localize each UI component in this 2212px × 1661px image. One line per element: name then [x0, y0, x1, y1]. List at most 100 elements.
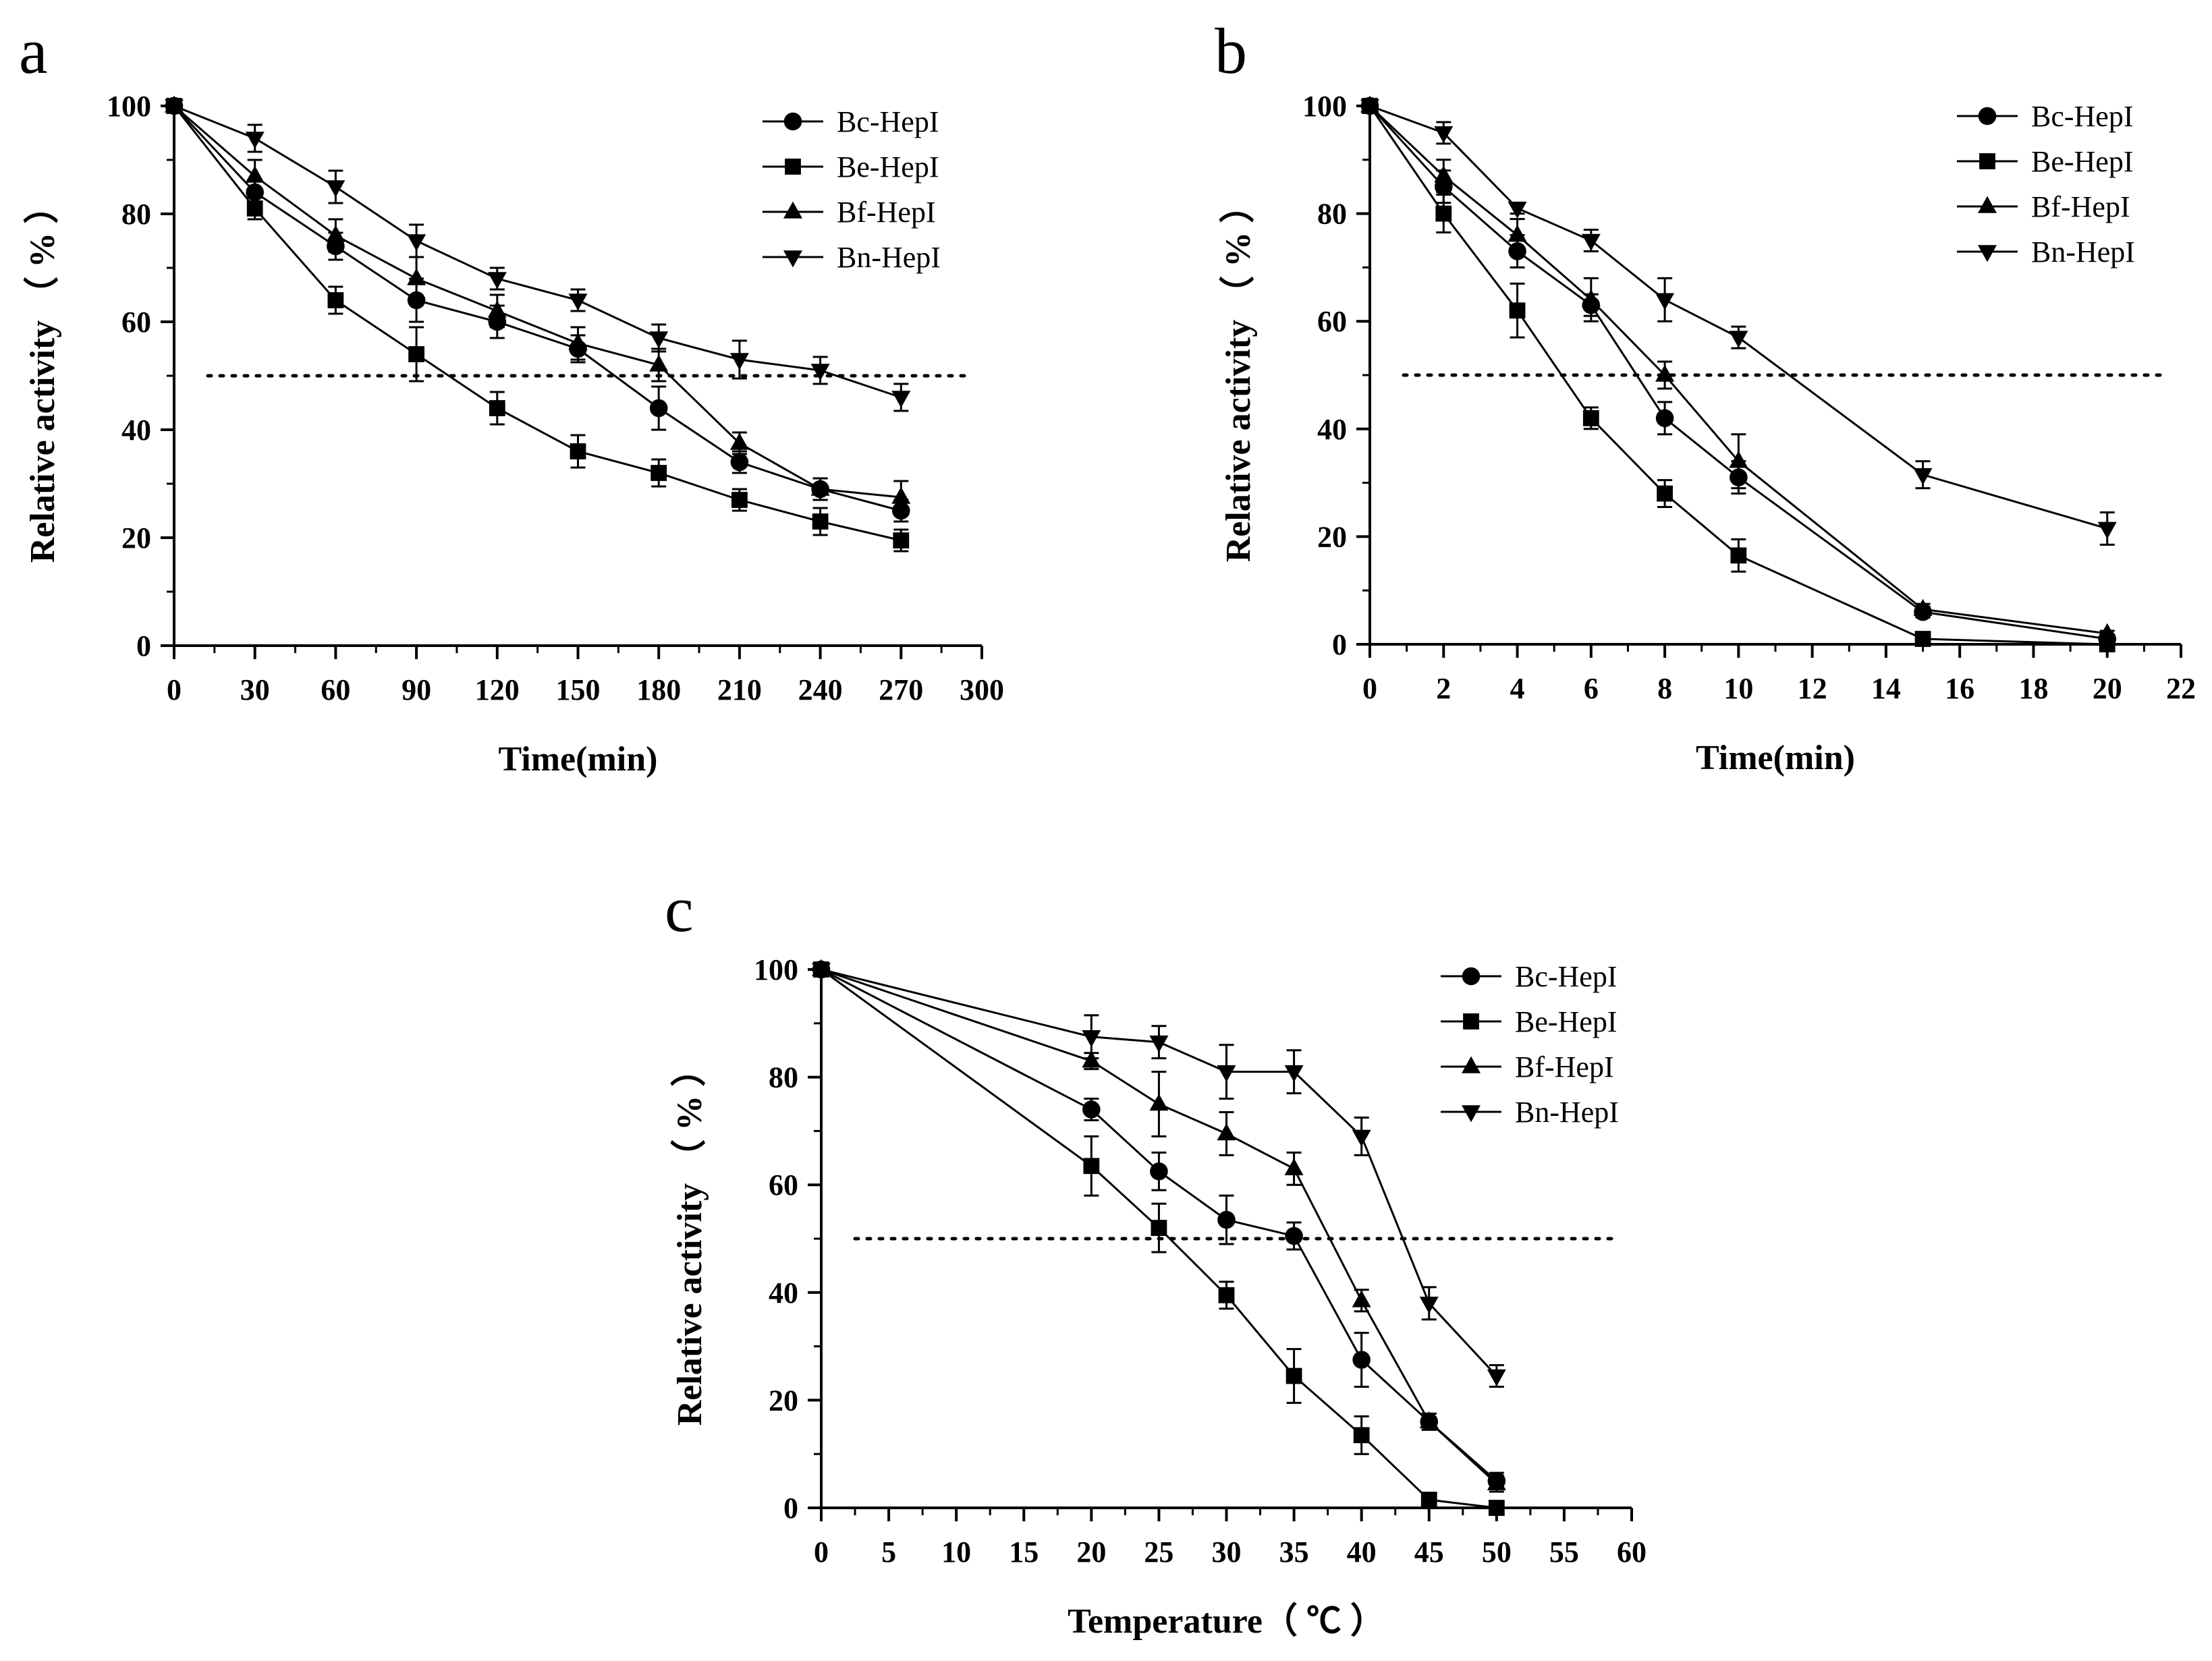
data-point [810, 478, 830, 496]
data-point [1730, 547, 1747, 564]
data-point [165, 99, 184, 117]
x-tick-label: 15 [1009, 1536, 1039, 1569]
data-point [729, 353, 749, 370]
series-Bn-HepI [812, 963, 1506, 1388]
data-point [649, 331, 669, 349]
y-axis-title: Relative activity （ % ） [23, 189, 62, 563]
series-Bf-HepI [165, 95, 911, 515]
x-tick-label: 0 [814, 1536, 829, 1569]
x-tick-label: 18 [2018, 672, 2048, 705]
x-tick-label: 0 [167, 673, 182, 706]
legend-marker [783, 112, 802, 131]
data-point [2097, 522, 2117, 539]
data-point [489, 400, 505, 416]
panel-letter: a [19, 15, 48, 87]
legend-label: Bn-HepI [1515, 1096, 1619, 1129]
data-point [1419, 1411, 1439, 1429]
data-point [1729, 451, 1748, 468]
legend-item: Be-HepI [1441, 1005, 1617, 1038]
y-tick-label: 40 [769, 1276, 798, 1310]
x-tick-label: 60 [321, 673, 350, 706]
data-point [246, 200, 263, 217]
data-point [891, 391, 911, 408]
x-tick-label: 240 [798, 673, 843, 706]
x-axis-title: Time(min) [1696, 739, 1855, 777]
legend-marker [783, 201, 802, 219]
data-point [1217, 1123, 1236, 1141]
y-tick-label: 0 [783, 1492, 798, 1525]
data-point [1420, 1492, 1437, 1508]
y-tick-label: 20 [121, 522, 151, 555]
data-point [651, 465, 667, 481]
data-point [1582, 410, 1599, 426]
data-point [487, 272, 507, 289]
x-tick-label: 25 [1144, 1536, 1173, 1569]
data-point [407, 268, 426, 285]
data-point [1082, 1100, 1101, 1119]
data-point [2097, 623, 2117, 640]
legend-marker [1978, 245, 1997, 262]
data-point [812, 963, 831, 980]
x-tick-label: 300 [960, 673, 1004, 706]
x-tick-label: 0 [1362, 672, 1377, 705]
legend-label: Bn-HepI [837, 241, 941, 274]
data-point [1352, 1129, 1371, 1147]
legend-item: Bf-HepI [763, 196, 936, 229]
x-tick-label: 12 [1798, 672, 1827, 705]
legend-label: Bf-HepI [837, 196, 936, 229]
series-Be-HepI [166, 98, 910, 553]
y-tick-label: 20 [1317, 520, 1347, 553]
data-point [1284, 1065, 1304, 1083]
legend-marker [1462, 1105, 1481, 1123]
legend-item: Bn-HepI [1441, 1096, 1619, 1129]
data-point [570, 443, 586, 459]
legend-label: Bc-HepI [2031, 100, 2134, 133]
data-point [729, 432, 749, 450]
data-point [1581, 233, 1601, 251]
legend-label: Bf-HepI [2031, 190, 2130, 223]
x-tick-label: 40 [1347, 1536, 1377, 1569]
legend-marker [1979, 153, 1995, 169]
legend-item: Bc-HepI [1441, 960, 1617, 993]
data-point [407, 234, 426, 252]
x-tick-label: 14 [1871, 672, 1901, 705]
data-point [1353, 1427, 1370, 1444]
data-point [1217, 1065, 1236, 1083]
series-line [1368, 105, 2107, 635]
data-point [1285, 1227, 1303, 1245]
y-tick-label: 60 [121, 306, 151, 339]
legend: Bc-HepI Be-HepI Bf-HepI Bn-HepI [1441, 960, 1619, 1129]
legend-marker [1463, 1013, 1479, 1030]
x-tick-label: 4 [1510, 672, 1525, 705]
data-point [1082, 1030, 1101, 1048]
x-tick-label: 8 [1657, 672, 1672, 705]
y-axis-title: Relative activity （ % ） [670, 1052, 709, 1426]
data-point [812, 513, 829, 530]
legend-item: Be-HepI [763, 150, 939, 184]
x-tick-label: 35 [1279, 1536, 1309, 1569]
data-point [893, 532, 910, 548]
x-tick-label: 20 [2093, 672, 2122, 705]
legend-label: Be-HepI [1515, 1005, 1617, 1038]
data-point [891, 486, 911, 504]
y-axis-title: Relative activity （ % ） [1219, 188, 1258, 563]
series-line [821, 968, 1497, 1482]
series-line [821, 968, 1497, 1509]
legend-item: Be-HepI [1957, 145, 2134, 178]
data-point [1509, 302, 1526, 319]
data-point [1352, 1290, 1371, 1307]
series-Bn-HepI [1360, 99, 2117, 546]
legend-marker [1462, 967, 1481, 986]
data-point [326, 225, 345, 242]
data-point [568, 333, 588, 350]
data-point [1360, 99, 1379, 117]
data-point [1083, 1158, 1100, 1175]
data-point [245, 165, 265, 183]
legend-item: Bn-HepI [763, 241, 941, 274]
series-line [1368, 105, 2107, 646]
data-point [1217, 1210, 1236, 1229]
y-tick-label: 40 [1317, 413, 1347, 446]
data-point [1508, 225, 1527, 242]
y-tick-label: 40 [121, 414, 151, 447]
x-tick-label: 55 [1549, 1536, 1579, 1569]
